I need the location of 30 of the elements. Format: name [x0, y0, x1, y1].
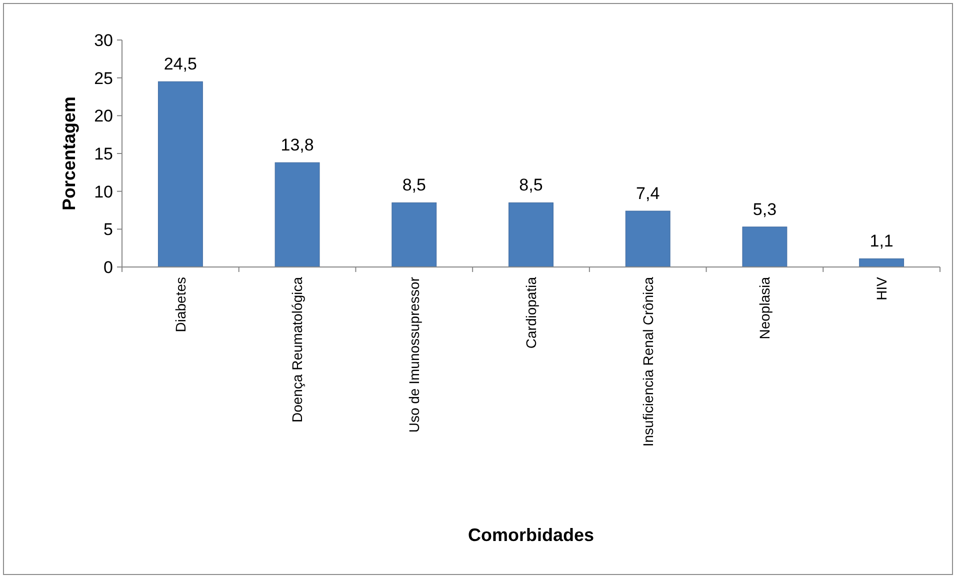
- data-label: 8,5: [519, 176, 543, 195]
- x-tick-label: Insuficiencia Renal Crônica: [640, 276, 656, 447]
- data-label: 1,1: [870, 232, 894, 251]
- x-tick-label: Doença Reumatológica: [289, 276, 306, 423]
- data-label: 13,8: [280, 136, 314, 155]
- x-tick-label: Neoplasia: [756, 276, 773, 340]
- x-tick-label: Cardiopatia: [522, 276, 539, 349]
- bar: [158, 81, 203, 268]
- bar: [392, 202, 437, 268]
- y-tick-label: 15: [94, 144, 113, 164]
- bar: [625, 210, 670, 268]
- x-axis-title: Comorbidades: [468, 525, 594, 545]
- y-axis-title: Porcentagem: [59, 96, 79, 211]
- y-tick-label: 25: [94, 68, 113, 88]
- y-tick-label: 0: [104, 258, 113, 277]
- data-label: 7,4: [636, 184, 660, 204]
- bar: [859, 258, 904, 268]
- x-tick-label: Uso de Imunossupressor: [406, 276, 422, 433]
- x-tick-label: HIV: [873, 276, 890, 300]
- y-tick-label: 10: [94, 182, 113, 202]
- y-tick-label: 30: [94, 30, 113, 50]
- data-label: 24,5: [164, 54, 197, 74]
- y-tick-label: 20: [94, 106, 113, 126]
- data-label: 5,3: [752, 200, 777, 219]
- data-label: 8,5: [402, 176, 426, 195]
- bar: [508, 202, 554, 268]
- bar: [274, 162, 320, 268]
- x-tick-label: Diabetes: [172, 277, 188, 332]
- y-tick-label: 5: [104, 220, 113, 240]
- bar: [742, 226, 788, 268]
